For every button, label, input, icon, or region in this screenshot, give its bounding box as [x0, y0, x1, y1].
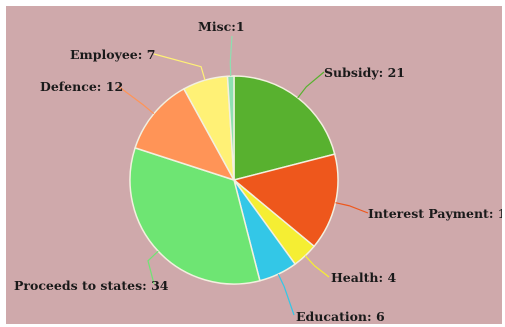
slice-label-misc: Misc:1: [198, 19, 245, 34]
pie-slices: [129, 75, 339, 285]
leader-line-education: [277, 273, 295, 316]
leader-line-health: [304, 255, 330, 278]
slice-label-health: Health: 4: [331, 270, 396, 285]
slice-label-proceeds-to-states: Proceeds to states: 34: [14, 278, 169, 293]
slice-label-education: Education: 6: [296, 309, 385, 324]
slice-label-employee: Employee: 7: [70, 47, 155, 62]
pie-slice-subsidy[interactable]: [233, 75, 336, 181]
leader-line-interest-payment: [335, 202, 369, 214]
leader-line-defence: [117, 85, 155, 115]
leader-line-employee: [153, 53, 206, 81]
chart-frame: Subsidy: 21 Interest Payment: 15 Health: 4…: [6, 6, 502, 324]
pie-slice-proceeds-to-states[interactable]: [129, 146, 261, 285]
slice-label-interest-payment: Interest Payment: 15: [368, 206, 502, 221]
slice-label-defence: Defence: 12: [40, 79, 123, 94]
leader-lines: [117, 35, 369, 316]
leader-line-proceeds-to-states: [147, 250, 159, 285]
slice-labels: Subsidy: 21 Interest Payment: 15 Health: 4…: [14, 19, 502, 324]
slice-label-subsidy: Subsidy: 21: [324, 65, 405, 80]
leader-line-misc: [229, 35, 233, 77]
leader-line-subsidy: [297, 71, 325, 99]
pie-chart: Subsidy: 21 Interest Payment: 15 Health: 4…: [14, 19, 502, 324]
